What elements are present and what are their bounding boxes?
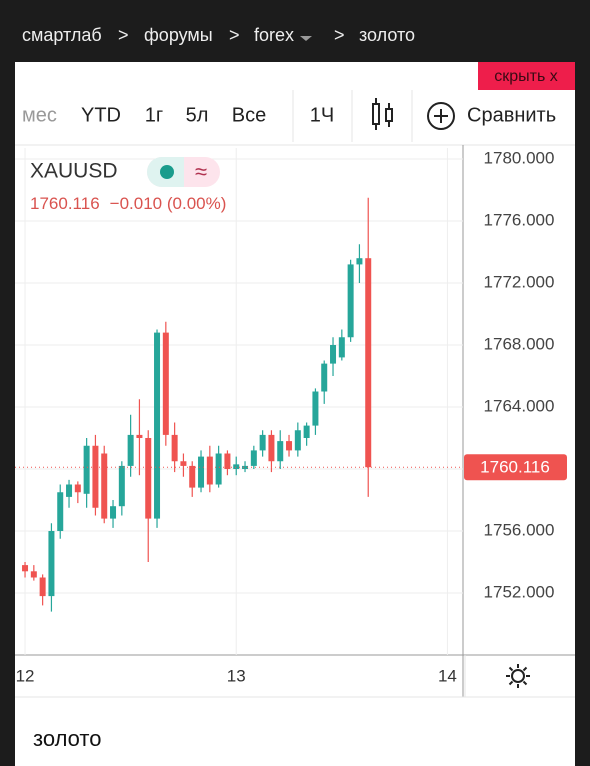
price-change: −0.010 (0.00%): [110, 194, 227, 213]
x-tick-label: 12: [16, 666, 35, 685]
candle-body: [259, 434, 266, 451]
candle-body: [250, 450, 257, 466]
breadcrumb-link[interactable]: forex: [254, 25, 294, 45]
candle-body: [206, 456, 213, 485]
candle-body: [101, 453, 108, 519]
y-tick-label: 1764.000: [484, 396, 555, 415]
x-tick-label: 14: [438, 666, 457, 685]
candle-body: [294, 430, 301, 451]
breadcrumb-separator: >: [229, 25, 240, 45]
y-tick-label: 1768.000: [484, 334, 555, 353]
candle-body: [48, 531, 55, 597]
range-button[interactable]: 5л: [186, 104, 209, 126]
compare-icon[interactable]: [427, 102, 455, 130]
candle-body: [215, 453, 222, 485]
candle-body: [338, 337, 345, 358]
candle-body: [127, 434, 134, 466]
breadcrumb-link[interactable]: смартлаб: [22, 25, 102, 45]
compare-button[interactable]: Сравнить: [467, 104, 556, 126]
hide-button-label[interactable]: скрыть x: [494, 68, 558, 85]
candle-body: [356, 258, 363, 265]
settings-icon[interactable]: [506, 664, 530, 688]
hide-button[interactable]: [478, 62, 575, 90]
top-bar: [0, 0, 590, 62]
symbol: XAUUSD: [30, 160, 118, 183]
interval-button[interactable]: 1Ч: [310, 104, 334, 126]
breadcrumb-separator: >: [118, 25, 129, 45]
last-price-label: 1760.116: [480, 458, 550, 477]
breadcrumb-link[interactable]: форумы: [144, 25, 213, 45]
candle-body: [242, 465, 249, 470]
candle-body: [110, 506, 117, 519]
candle-body: [171, 434, 178, 462]
last-price: 1760.116: [30, 194, 100, 213]
candle-body: [22, 565, 29, 572]
candle-body: [268, 434, 275, 462]
dropdown-arrow[interactable]: [300, 36, 312, 41]
candle-body: [365, 258, 372, 468]
candle-body: [145, 438, 152, 519]
y-tick-label: 1780.000: [484, 148, 555, 167]
candle-body: [92, 445, 99, 508]
candle-body: [83, 445, 90, 494]
range-button[interactable]: Все: [232, 104, 266, 126]
x-tick-label: 13: [227, 666, 246, 685]
candle-body: [189, 465, 196, 488]
range-button[interactable]: мес: [22, 104, 57, 126]
candle-body: [180, 461, 187, 466]
footer-title: золото: [33, 726, 102, 751]
price-header: 1760.116 −0.010 (0.00%): [30, 194, 226, 213]
candle-body: [118, 465, 125, 507]
y-tick-label: 1752.000: [484, 582, 555, 601]
candle-body: [286, 441, 293, 451]
y-tick-label: 1772.000: [484, 272, 555, 291]
breadcrumb-current: золото: [359, 25, 415, 45]
candle-body: [347, 264, 354, 338]
candle-body: [330, 345, 337, 364]
status-dot: [160, 165, 174, 179]
candle-body: [224, 453, 231, 470]
candle-body: [198, 456, 205, 488]
y-tick-label: 1776.000: [484, 210, 555, 229]
last-price-tag: [464, 454, 567, 481]
candle-body: [74, 484, 81, 493]
candle-body: [321, 363, 328, 392]
range-button[interactable]: YTD: [81, 104, 121, 126]
card: [15, 62, 575, 766]
candle-body: [30, 571, 37, 578]
range-button[interactable]: 1г: [145, 104, 163, 126]
candle-body: [303, 425, 310, 439]
breadcrumb-separator: >: [334, 25, 345, 45]
approx-icon: ≈: [195, 159, 207, 184]
candle-body: [136, 434, 143, 439]
candle-body: [233, 464, 240, 470]
candle-body: [312, 391, 319, 426]
candle-body: [277, 441, 284, 462]
candle-body: [39, 577, 46, 597]
candle-body: [162, 332, 169, 435]
chart-type-icon[interactable]: [372, 98, 393, 130]
candle-body: [154, 332, 161, 519]
candle-body: [66, 484, 73, 497]
candle-body: [57, 492, 64, 532]
y-tick-label: 1756.000: [484, 520, 555, 539]
